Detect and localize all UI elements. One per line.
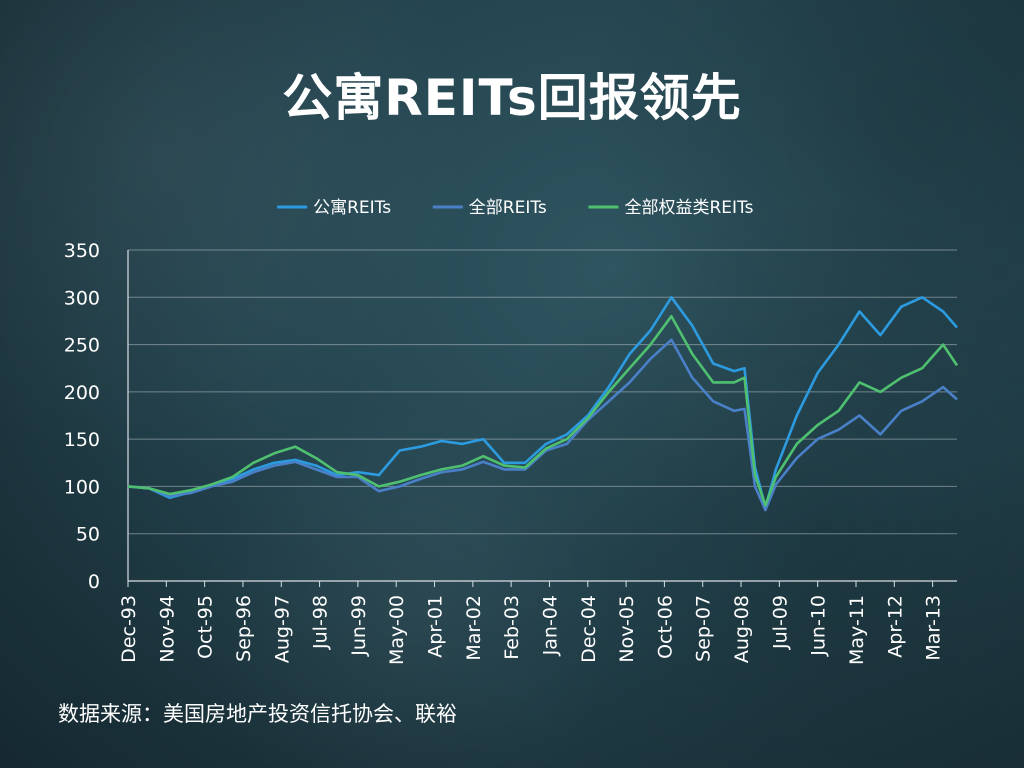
y-tick-label: 200: [64, 382, 100, 404]
data-source-note: 数据来源：美国房地产投资信托协会、联裕: [58, 702, 457, 726]
x-tick-label: Sep-07: [693, 595, 715, 662]
x-tick-label: Dec-93: [118, 595, 140, 663]
series-line-2: [127, 338, 958, 512]
y-tick-label: 300: [64, 287, 100, 309]
series-line-3: [127, 314, 959, 507]
x-tick-label: Jun-10: [808, 595, 830, 657]
x-tick-label: Apr-01: [425, 595, 447, 658]
x-tick-label: Jul-98: [310, 595, 332, 650]
y-tick-label: 350: [64, 240, 100, 262]
x-tick-label: Aug-97: [271, 595, 293, 663]
y-tick-label: 50: [76, 524, 100, 546]
y-tick-label: 150: [64, 429, 100, 451]
page-title: 公寓REITs回报领先: [282, 69, 742, 127]
y-tick-label: 250: [64, 335, 100, 357]
legend-label: 全部权益类REITs: [624, 198, 753, 218]
x-tick-label: Apr-12: [884, 595, 906, 658]
legend-label: 全部REITs: [469, 198, 547, 218]
x-tick-label: Mar-13: [923, 595, 945, 661]
legend-label: 公寓REITs: [313, 198, 391, 218]
series-line-1: [127, 295, 958, 509]
x-tick-label: Nov-05: [616, 595, 638, 663]
x-tick-label: Nov-94: [156, 595, 178, 663]
x-tick-label: May-11: [846, 595, 868, 665]
x-tick-label: Jul-09: [769, 595, 791, 650]
x-tick-label: Feb-03: [501, 595, 523, 660]
y-tick-label: 0: [88, 571, 100, 593]
x-tick-label: Aug-08: [731, 595, 753, 663]
x-tick-label: Sep-96: [233, 595, 255, 662]
y-tick-label: 100: [64, 476, 100, 498]
x-tick-label: Mar-02: [463, 595, 485, 661]
x-tick-label: Dec-04: [578, 595, 600, 663]
x-tick-label: Oct-95: [195, 595, 217, 659]
x-tick-label: Jun-99: [348, 595, 370, 657]
x-tick-label: Jan-04: [539, 595, 561, 656]
x-tick-label: May-00: [386, 595, 408, 665]
x-tick-label: Oct-06: [654, 595, 676, 659]
